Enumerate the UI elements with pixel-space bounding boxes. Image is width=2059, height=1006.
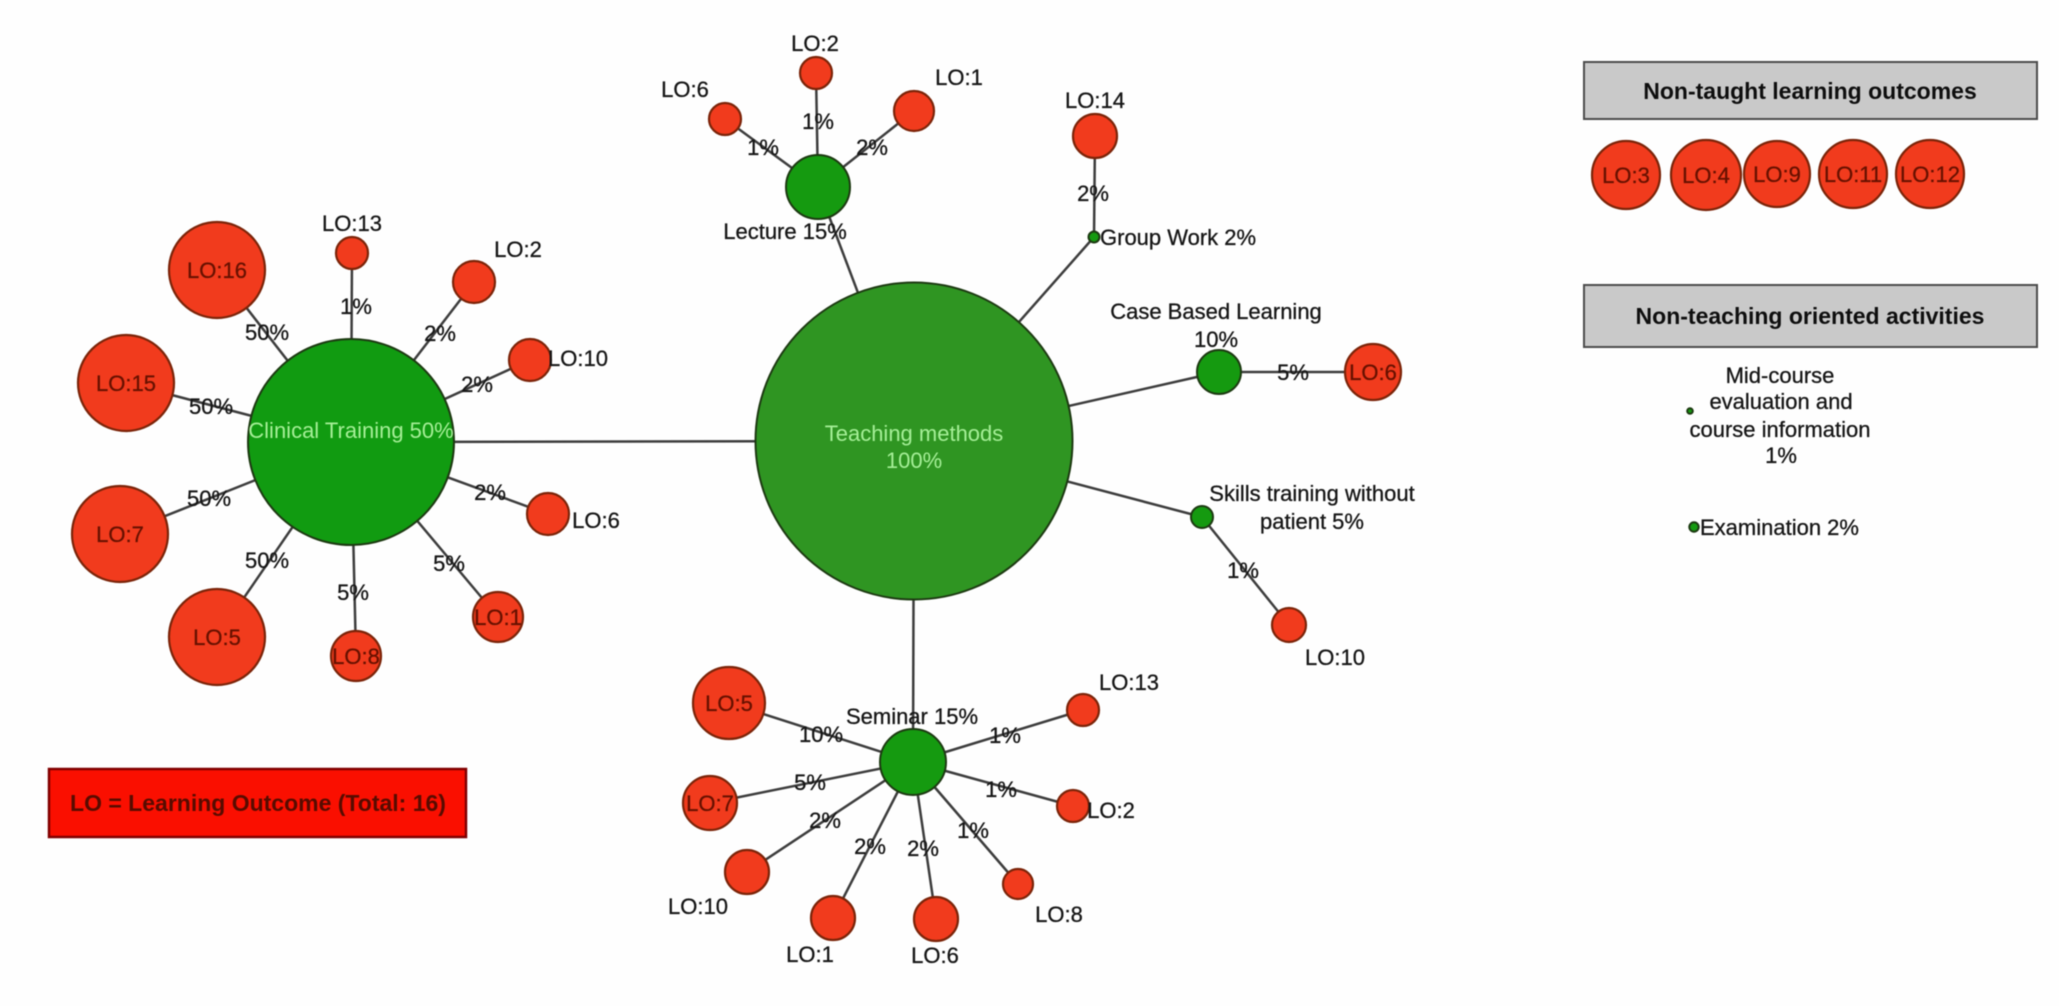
svg-text:LO:2: LO:2 bbox=[791, 31, 839, 56]
svg-text:2%: 2% bbox=[809, 808, 841, 833]
svg-text:LO:3: LO:3 bbox=[1602, 163, 1650, 188]
svg-text:LO:16: LO:16 bbox=[187, 258, 247, 283]
svg-text:1%: 1% bbox=[340, 294, 372, 319]
svg-text:LO:6: LO:6 bbox=[911, 943, 959, 968]
svg-text:2%: 2% bbox=[474, 480, 506, 505]
svg-text:LO:8: LO:8 bbox=[332, 644, 380, 669]
svg-text:LO:1: LO:1 bbox=[786, 942, 834, 967]
svg-text:2%: 2% bbox=[1077, 181, 1109, 206]
svg-text:LO:6: LO:6 bbox=[1349, 360, 1397, 385]
svg-text:LO:10: LO:10 bbox=[548, 346, 608, 371]
svg-text:2%: 2% bbox=[424, 321, 456, 346]
svg-text:1%: 1% bbox=[957, 818, 989, 843]
svg-text:LO:1: LO:1 bbox=[474, 605, 522, 630]
svg-text:Skills training without: Skills training without bbox=[1209, 481, 1414, 506]
svg-text:LO:9: LO:9 bbox=[1753, 162, 1801, 187]
svg-text:10%: 10% bbox=[1194, 327, 1238, 352]
svg-text:LO:2: LO:2 bbox=[1087, 798, 1135, 823]
svg-text:LO:5: LO:5 bbox=[705, 691, 753, 716]
svg-text:LO = Learning Outcome (Total:: LO = Learning Outcome (Total: 16) bbox=[70, 790, 446, 816]
svg-text:1%: 1% bbox=[985, 777, 1017, 802]
svg-text:LO:8: LO:8 bbox=[1035, 902, 1083, 927]
svg-text:2%: 2% bbox=[856, 135, 888, 160]
svg-text:course information: course information bbox=[1690, 417, 1871, 442]
svg-text:5%: 5% bbox=[337, 580, 369, 605]
svg-text:50%: 50% bbox=[189, 394, 233, 419]
svg-text:LO:1: LO:1 bbox=[935, 65, 983, 90]
svg-text:LO:15: LO:15 bbox=[96, 371, 156, 396]
svg-text:LO:7: LO:7 bbox=[96, 522, 144, 547]
svg-text:1%: 1% bbox=[1227, 558, 1259, 583]
svg-text:100%: 100% bbox=[886, 448, 942, 473]
svg-text:2%: 2% bbox=[907, 836, 939, 861]
svg-text:LO:10: LO:10 bbox=[668, 894, 728, 919]
svg-text:LO:5: LO:5 bbox=[193, 625, 241, 650]
svg-text:LO:7: LO:7 bbox=[686, 791, 734, 816]
svg-text:5%: 5% bbox=[794, 770, 826, 795]
svg-text:Non-taught learning outcomes: Non-taught learning outcomes bbox=[1643, 78, 1977, 104]
svg-text:LO:10: LO:10 bbox=[1305, 645, 1365, 670]
svg-text:50%: 50% bbox=[187, 486, 231, 511]
svg-text:LO:14: LO:14 bbox=[1065, 88, 1125, 113]
svg-text:1%: 1% bbox=[989, 723, 1021, 748]
svg-text:LO:2: LO:2 bbox=[494, 237, 542, 262]
svg-text:2%: 2% bbox=[854, 834, 886, 859]
svg-text:Mid-course: Mid-course bbox=[1726, 363, 1835, 388]
svg-text:2%: 2% bbox=[461, 372, 493, 397]
svg-text:1%: 1% bbox=[747, 135, 779, 160]
svg-text:Lecture 15%: Lecture 15% bbox=[723, 219, 847, 244]
svg-text:Group Work 2%: Group Work 2% bbox=[1100, 225, 1256, 250]
svg-text:LO:4: LO:4 bbox=[1682, 163, 1730, 188]
svg-text:Teaching methods: Teaching methods bbox=[825, 421, 1004, 446]
svg-text:Examination 2%: Examination 2% bbox=[1700, 515, 1859, 540]
svg-text:5%: 5% bbox=[1277, 360, 1309, 385]
svg-text:LO:13: LO:13 bbox=[1099, 670, 1159, 695]
svg-text:Clinical Training 50%: Clinical Training 50% bbox=[248, 418, 453, 443]
svg-text:5%: 5% bbox=[433, 551, 465, 576]
svg-text:1%: 1% bbox=[1765, 443, 1797, 468]
svg-text:Non-teaching oriented activiti: Non-teaching oriented activities bbox=[1636, 303, 1985, 329]
svg-text:LO:13: LO:13 bbox=[322, 211, 382, 236]
svg-text:patient 5%: patient 5% bbox=[1260, 509, 1364, 534]
svg-text:50%: 50% bbox=[245, 320, 289, 345]
svg-text:50%: 50% bbox=[245, 548, 289, 573]
svg-text:Case Based Learning: Case Based Learning bbox=[1110, 299, 1322, 324]
svg-text:evaluation and: evaluation and bbox=[1709, 389, 1852, 414]
svg-text:LO:6: LO:6 bbox=[661, 77, 709, 102]
svg-text:Seminar 15%: Seminar 15% bbox=[846, 704, 978, 729]
svg-text:10%: 10% bbox=[799, 722, 843, 747]
svg-text:LO:11: LO:11 bbox=[1824, 162, 1882, 187]
svg-text:1%: 1% bbox=[802, 109, 834, 134]
svg-text:LO:12: LO:12 bbox=[1900, 162, 1960, 187]
svg-text:LO:6: LO:6 bbox=[572, 508, 620, 533]
